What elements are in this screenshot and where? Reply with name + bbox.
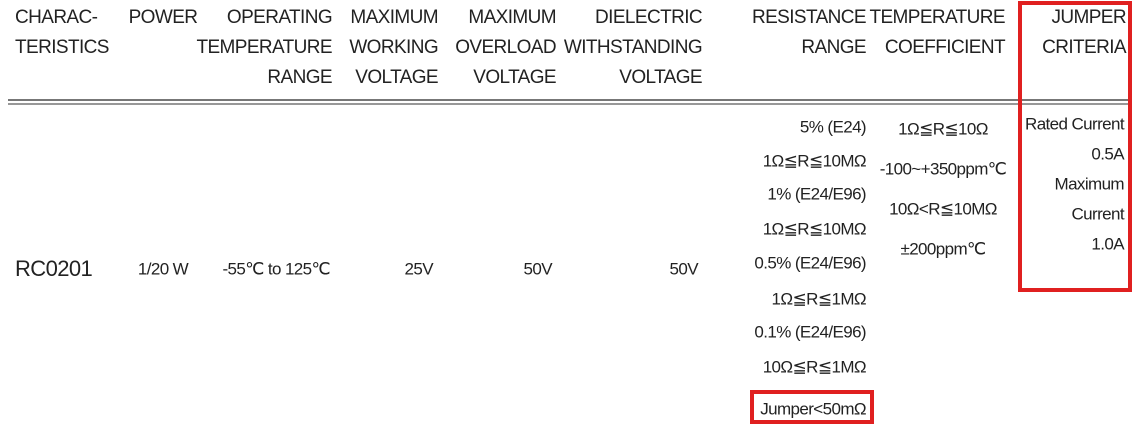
header-text: RANGE xyxy=(267,67,332,88)
cell-text: 1Ω≦R≦10Ω xyxy=(898,119,988,138)
header-text: WITHSTANDING xyxy=(564,37,702,58)
header-text: RANGE xyxy=(801,37,866,58)
cell-text: RC0201 xyxy=(15,256,92,281)
header-text: POWER xyxy=(129,7,198,28)
header-text: DIELECTRIC xyxy=(595,7,702,28)
cell-text: ±200ppm℃ xyxy=(900,239,985,258)
header-text: CRITERIA xyxy=(1042,37,1127,58)
cell-text: -100~+350ppm℃ xyxy=(880,159,1007,178)
header-text: COEFFICIENT xyxy=(885,37,1006,58)
cell-text: Jumper<50mΩ xyxy=(760,399,866,418)
header-text: MAXIMUM xyxy=(468,7,556,28)
cell-text: 0.5A xyxy=(1091,144,1125,163)
header-text: OPERATING xyxy=(227,7,332,28)
cell-text: 50V xyxy=(670,259,700,278)
header-text: OVERLOAD xyxy=(455,37,556,58)
cell-text: 5% (E24) xyxy=(800,117,866,136)
header-text: WORKING xyxy=(349,37,438,58)
cell-text: 1Ω≦R≦1MΩ xyxy=(772,289,866,308)
header-text: TEMPERATURE xyxy=(196,37,332,58)
cell-text: 10Ω≦R≦1MΩ xyxy=(763,357,866,376)
highlight-box xyxy=(1018,1,1132,292)
cell-text: 1/20 W xyxy=(138,259,189,278)
cell-text: Current xyxy=(1072,204,1125,223)
cell-text: 1Ω≦R≦10MΩ xyxy=(763,151,866,170)
cell-text: 1.0A xyxy=(1091,234,1125,253)
header-text: JUMPER xyxy=(1051,7,1126,28)
header-text: RESISTANCE xyxy=(752,7,866,28)
cell-text: -55℃ to 125℃ xyxy=(222,259,330,278)
header-text: TEMPERATURE xyxy=(869,7,1005,28)
cell-text: 0.1% (E24/E96) xyxy=(754,322,866,341)
header-text: VOLTAGE xyxy=(355,67,438,88)
cell-text: Maximum xyxy=(1055,174,1125,193)
header-text: VOLTAGE xyxy=(473,67,556,88)
cell-text: 1Ω≦R≦10MΩ xyxy=(763,219,866,238)
header-text: MAXIMUM xyxy=(350,7,438,28)
header-text: VOLTAGE xyxy=(619,67,702,88)
cell-text: 0.5% (E24/E96) xyxy=(754,253,866,272)
cell-text: 10Ω<R≦10MΩ xyxy=(889,199,997,218)
cell-text: Rated Current xyxy=(1025,114,1125,133)
cell-text: 25V xyxy=(405,259,435,278)
cell-text: 50V xyxy=(524,259,554,278)
header-text: CHARAC- xyxy=(15,7,98,28)
header-text: TERISTICS xyxy=(15,37,109,58)
highlight-box xyxy=(750,390,874,424)
cell-text: 1% (E24/E96) xyxy=(767,184,866,203)
